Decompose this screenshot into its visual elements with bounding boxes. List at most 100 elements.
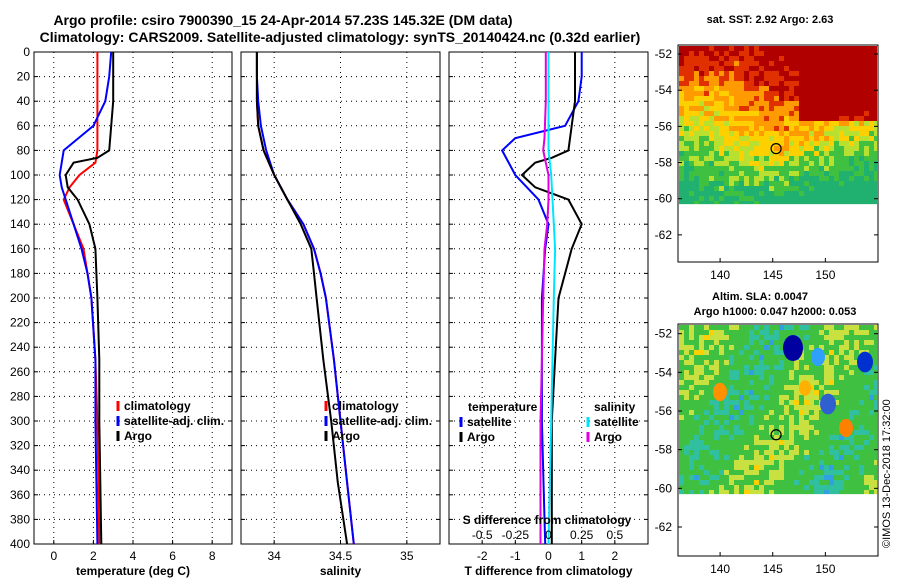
map-cell	[704, 420, 709, 425]
map-cell	[764, 181, 769, 186]
map-cell	[819, 126, 824, 131]
map-cell	[809, 440, 814, 445]
map-cell	[764, 340, 769, 345]
map-cell	[814, 76, 819, 81]
map-cell	[819, 111, 824, 116]
map-cell	[719, 126, 724, 131]
map-cell	[864, 445, 869, 450]
map-cell	[834, 460, 839, 465]
map-cell	[724, 131, 729, 136]
map-cell	[739, 86, 744, 91]
map-cell	[774, 131, 779, 136]
map-cell	[824, 460, 829, 465]
map-cell	[709, 201, 714, 205]
map-cell	[699, 111, 704, 116]
map-cell	[694, 171, 699, 176]
map-cell	[874, 126, 877, 131]
map-cell	[739, 66, 744, 71]
series-line-s-argo	[539, 52, 550, 544]
map-cell	[764, 86, 769, 91]
map-cell	[759, 405, 764, 410]
map-cell	[744, 435, 749, 440]
map-cell	[794, 485, 799, 490]
map-cell	[714, 201, 719, 205]
map-cell	[799, 71, 804, 76]
map-cell	[794, 136, 799, 141]
map-cell	[804, 460, 809, 465]
map-cell	[714, 330, 719, 335]
map-cell	[739, 116, 744, 121]
map-cell	[854, 76, 859, 81]
map-cell	[714, 151, 719, 156]
map-cell	[814, 181, 819, 186]
map-cell	[704, 186, 709, 191]
map-cell	[689, 151, 694, 156]
map-cell	[819, 181, 824, 186]
map-cell	[854, 171, 859, 176]
map-cell	[699, 330, 704, 335]
map-cell	[724, 46, 729, 51]
map-cell	[864, 56, 869, 61]
map-cell	[789, 81, 794, 86]
map-cell	[699, 151, 704, 156]
map-cell	[834, 435, 839, 440]
map-cell	[714, 131, 719, 136]
map-cell	[859, 440, 864, 445]
map-cell	[684, 450, 689, 455]
map-cell	[859, 415, 864, 420]
map-cell	[754, 76, 759, 81]
map-cell	[849, 335, 854, 340]
map-cell	[814, 420, 819, 425]
map-cell	[709, 126, 714, 131]
map-cell	[839, 350, 844, 355]
map-cell	[709, 136, 714, 141]
map-cell	[714, 91, 719, 96]
map-cell	[794, 161, 799, 166]
map-cell	[829, 340, 834, 345]
map-cell	[809, 415, 814, 420]
map-cell	[824, 91, 829, 96]
map-cell	[824, 66, 829, 71]
map-cell	[804, 86, 809, 91]
map-cell	[799, 66, 804, 71]
map-cell	[699, 490, 704, 495]
map-cell	[869, 111, 874, 116]
map-cell	[709, 131, 714, 136]
map-cell	[849, 490, 854, 495]
map-cell	[829, 176, 834, 181]
lat-tick-label: -54	[655, 365, 673, 379]
map-cell	[774, 71, 779, 76]
map-cell	[869, 490, 874, 495]
map-cell	[774, 470, 779, 475]
map-cell	[769, 470, 774, 475]
map-cell	[774, 410, 779, 415]
map-cell	[839, 61, 844, 66]
map-cell	[739, 435, 744, 440]
map-cell	[689, 375, 694, 380]
map-cell	[754, 345, 759, 350]
map-cell	[834, 51, 839, 56]
x-axis-label: temperature (deg C)	[76, 564, 190, 578]
map-cell	[859, 161, 864, 166]
map-cell	[689, 485, 694, 490]
map-cell	[864, 380, 869, 385]
map-cell	[819, 390, 824, 395]
map-cell	[849, 445, 854, 450]
map-cell	[759, 365, 764, 370]
map-cell	[844, 445, 849, 450]
map-cell	[679, 101, 684, 106]
map-cell	[684, 171, 689, 176]
map-cell	[864, 171, 869, 176]
map-cell	[859, 191, 864, 196]
map-cell	[744, 330, 749, 335]
map-cell	[744, 71, 749, 76]
map-cell	[739, 176, 744, 181]
map-cell	[829, 415, 834, 420]
map-cell	[734, 480, 739, 485]
map-cell	[749, 136, 754, 141]
figure-title-line1: Argo profile: csiro 7900390_15 24-Apr-20…	[53, 12, 512, 28]
map-cell	[694, 146, 699, 151]
map-cell	[779, 56, 784, 61]
map-cell	[834, 365, 839, 370]
map-cell	[834, 71, 839, 76]
